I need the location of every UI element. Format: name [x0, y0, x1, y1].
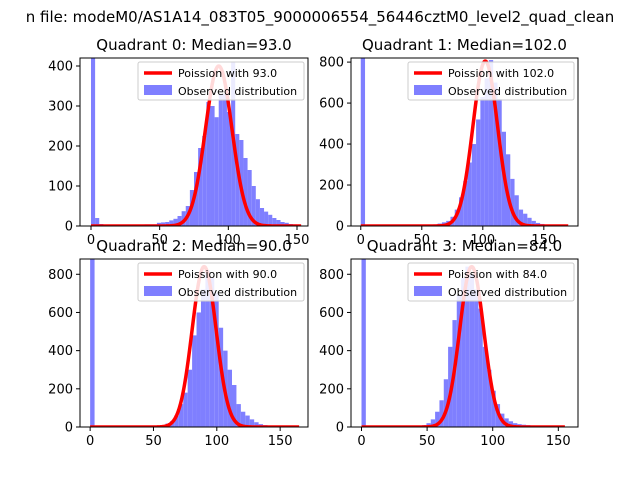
- y-tick-label: 800: [319, 56, 344, 71]
- panels: 0 50 100 150 0 100 200 300 400 Quadrant 0: Median…: [48, 36, 578, 449]
- histogram-bar: [474, 290, 478, 427]
- y-tick-label: 600: [319, 97, 344, 112]
- histogram-bar: [188, 370, 192, 427]
- panel-title: Quadrant 0: Median=93.0: [96, 36, 291, 54]
- figure-title: n file: modeM0/AS1A14_083T05_9000006554_…: [26, 8, 615, 27]
- y-tick-label: 800: [319, 268, 344, 283]
- y-tick-label: 400: [48, 344, 73, 359]
- histogram-bar: [197, 312, 201, 427]
- y-tick-label: 600: [319, 306, 344, 321]
- quadrant-panel-2: 0 50 100 150 0 200 400 600 800 Quadrant 2: Median…: [48, 237, 308, 449]
- y-tick-label: 0: [336, 421, 344, 436]
- legend-hist-swatch: [144, 85, 172, 95]
- y-tick-label: 200: [319, 382, 344, 397]
- legend: Poission with 102.0 Observed distribution: [408, 62, 574, 100]
- y-tick-label: 400: [319, 344, 344, 359]
- panel-title: Quadrant 1: Median=102.0: [362, 36, 567, 54]
- y-tick-label: 200: [48, 382, 73, 397]
- histogram-bar: [476, 119, 480, 226]
- histogram-bar: [472, 144, 476, 226]
- x-tick-label: 0: [357, 434, 365, 449]
- legend-hist-label: Observed distribution: [178, 85, 297, 98]
- x-tick-label: 50: [145, 434, 162, 449]
- histogram-bar: [223, 94, 227, 226]
- legend-hist-label: Observed distribution: [448, 85, 567, 98]
- legend-hist-swatch: [414, 286, 442, 296]
- y-tick-label: 600: [48, 306, 73, 321]
- histogram-bar: [192, 335, 196, 427]
- y-tick-label: 400: [319, 138, 344, 153]
- legend: Poission with 93.0 Observed distribution: [138, 62, 304, 100]
- histogram-bar: [480, 97, 484, 226]
- x-tick-label: 0: [87, 233, 95, 248]
- histogram-bar: [201, 290, 205, 427]
- y-tick-label: 300: [48, 100, 73, 115]
- histogram-bar: [243, 158, 247, 226]
- legend: Poission with 84.0 Observed distribution: [408, 263, 574, 301]
- x-tick-label: 0: [357, 233, 365, 248]
- x-tick-label: 100: [480, 434, 505, 449]
- x-tick-label: 50: [419, 434, 436, 449]
- histogram-bar: [361, 58, 365, 226]
- histogram-bar: [219, 94, 223, 226]
- y-tick-label: 0: [65, 220, 73, 235]
- x-tick-label: 150: [268, 434, 293, 449]
- quadrant-panel-3: 0 50 100 150 0 200 400 600 800 Quadrant 3: Median…: [319, 237, 578, 449]
- legend: Poission with 90.0 Observed distribution: [138, 263, 304, 301]
- histogram-bar: [183, 393, 187, 427]
- x-tick-label: 0: [86, 434, 94, 449]
- y-tick-label: 400: [48, 60, 73, 75]
- legend-hist-label: Observed distribution: [178, 286, 297, 299]
- legend-poisson-label: Poission with 84.0: [448, 268, 547, 281]
- legend-poisson-label: Poission with 102.0: [448, 67, 554, 80]
- y-tick-label: 0: [336, 220, 344, 235]
- y-tick-label: 800: [48, 268, 73, 283]
- x-tick-label: 150: [546, 434, 571, 449]
- panel-title: Quadrant 2: Median=90.0: [96, 237, 291, 255]
- legend-poisson-label: Poission with 90.0: [178, 268, 277, 281]
- panel-title: Quadrant 3: Median=84.0: [367, 237, 562, 255]
- y-tick-label: 0: [65, 421, 73, 436]
- histogram-bar: [210, 106, 214, 226]
- histogram-bar: [215, 117, 219, 226]
- legend-poisson-label: Poission with 93.0: [178, 67, 277, 80]
- y-tick-label: 200: [319, 179, 344, 194]
- histogram-bar: [91, 58, 95, 226]
- histogram-bar: [264, 212, 268, 226]
- y-tick-label: 100: [48, 180, 73, 195]
- histogram-bar: [361, 259, 365, 427]
- legend-hist-label: Observed distribution: [448, 286, 567, 299]
- legend-hist-swatch: [144, 286, 172, 296]
- histogram-bar: [90, 259, 94, 427]
- y-tick-label: 200: [48, 140, 73, 155]
- histogram-bar: [485, 78, 489, 226]
- x-tick-label: 100: [204, 434, 229, 449]
- legend-hist-swatch: [414, 85, 442, 95]
